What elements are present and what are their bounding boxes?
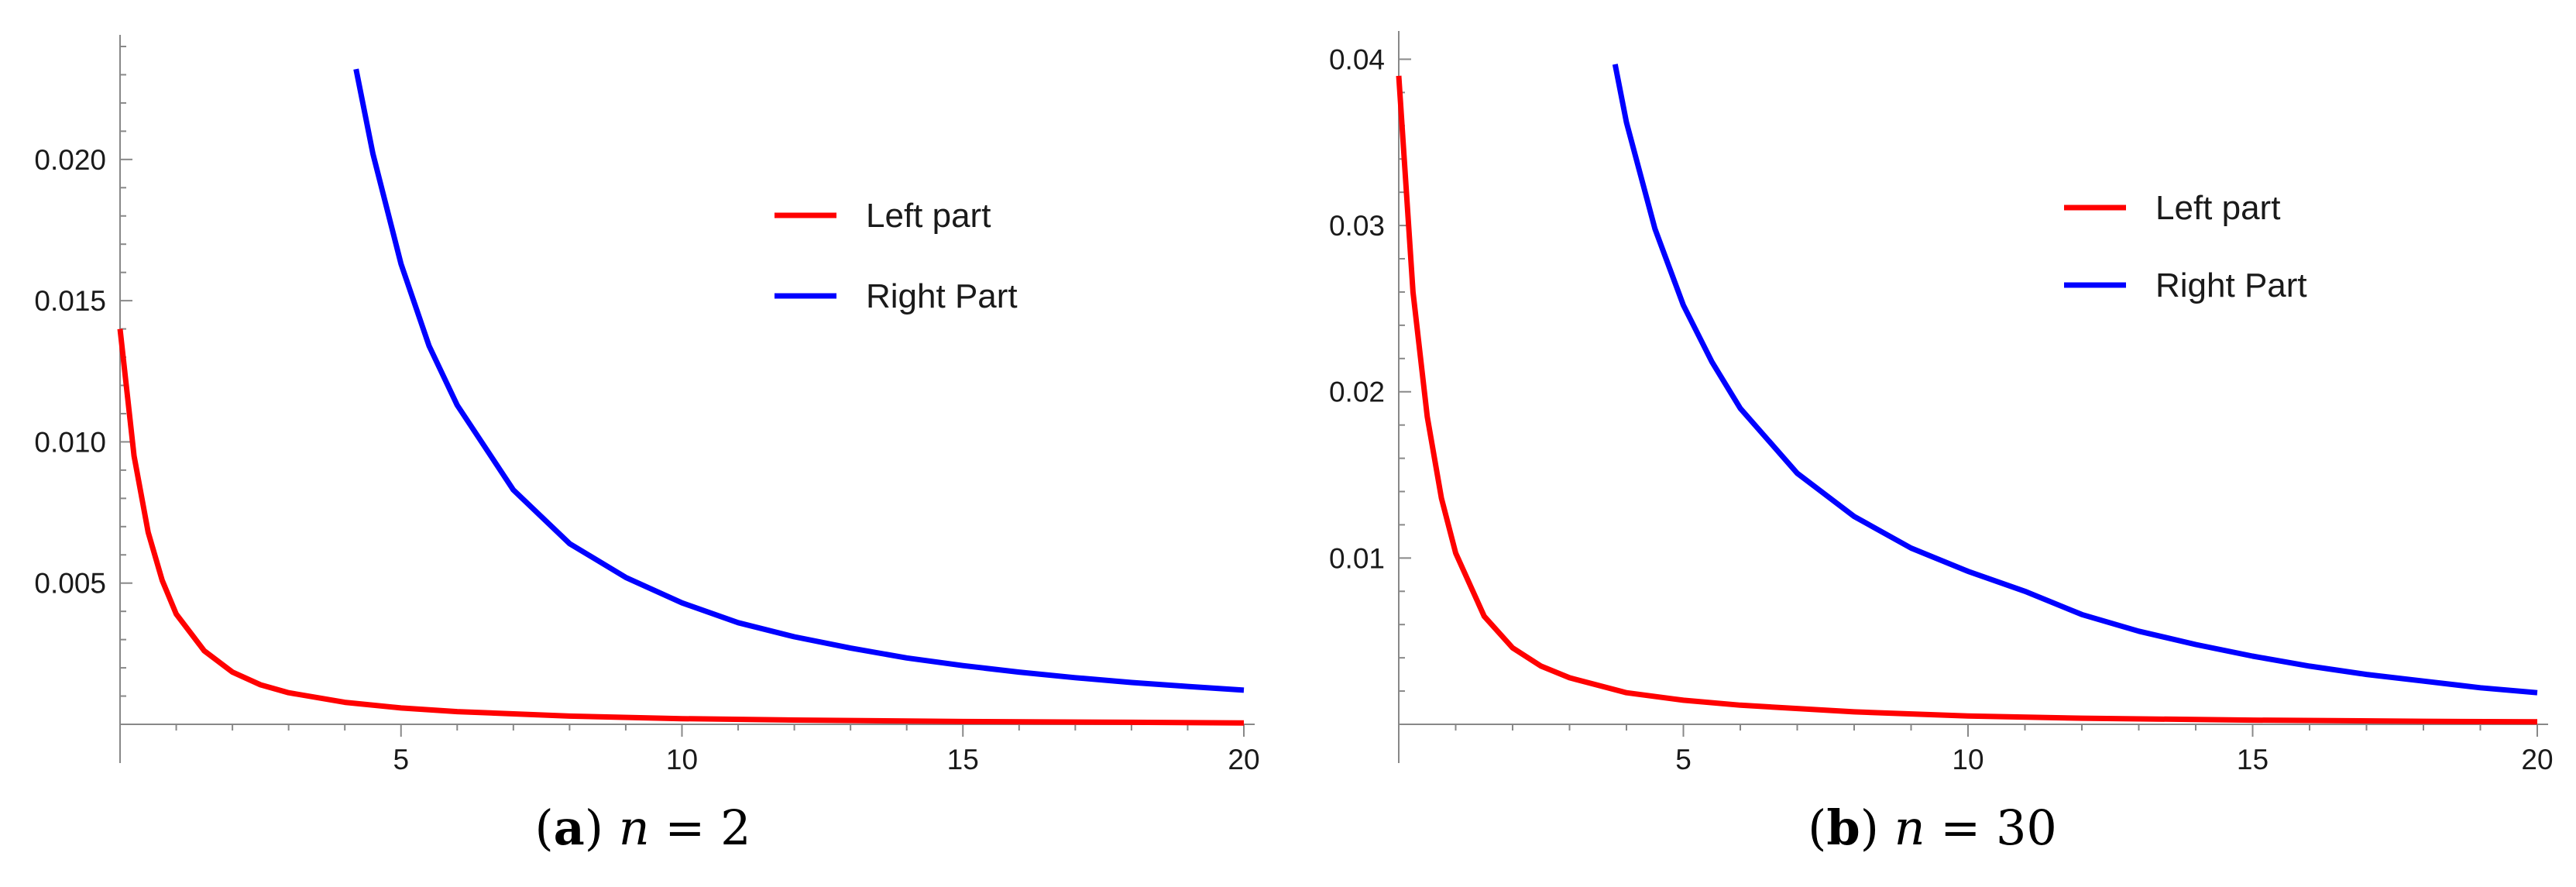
y-tick-label: 0.03 — [1329, 210, 1385, 242]
x-tick-label: 15 — [2237, 744, 2269, 775]
caption-variable: n — [619, 799, 650, 856]
x-tick-label: 10 — [666, 744, 698, 775]
series-line-left-part — [1396, 75, 2538, 725]
caption-tag-close: ) — [585, 799, 619, 856]
series-line-left-part — [117, 328, 1245, 726]
subfigure-caption: (b) n = 30 — [1808, 799, 2057, 856]
y-tick-label: 0.010 — [34, 426, 106, 458]
caption-relation: = — [1925, 799, 1996, 856]
y-tick-label: 0.015 — [34, 285, 106, 317]
y-tick-label: 0.02 — [1329, 376, 1385, 408]
legend-label: Right Part — [866, 277, 1018, 315]
caption-tag: ( — [1808, 799, 1826, 856]
caption-variable: n — [1894, 799, 1925, 856]
y-tick-label: 0.04 — [1329, 43, 1385, 75]
chart-panel-b: 5 10 15 20 0.01 0.02 0.03 0.04 Left part Right Pa… — [1329, 31, 2554, 856]
x-tick-label: 20 — [2521, 744, 2553, 775]
caption-relation: = — [650, 799, 720, 856]
y-tick-label: 0.01 — [1329, 542, 1385, 574]
legend-label: Left part — [2155, 189, 2280, 227]
x-tick-label: 20 — [1228, 744, 1259, 775]
caption-tag: ( — [534, 799, 553, 856]
caption-value: 2 — [720, 799, 750, 856]
x-tick-label: 15 — [947, 744, 979, 775]
caption-value: 30 — [1996, 799, 2057, 856]
series-line-right-part — [1612, 64, 2538, 696]
caption-tag-close: ) — [1860, 799, 1894, 856]
y-tick-label: 0.020 — [34, 144, 106, 176]
subfigure-caption: (a) n = 2 — [534, 799, 750, 856]
x-tick-label: 10 — [1952, 744, 1984, 775]
caption-letter: b — [1826, 799, 1860, 856]
x-tick-label: 5 — [1675, 744, 1692, 775]
caption-letter: a — [554, 799, 585, 856]
x-tick-label: 5 — [393, 744, 409, 775]
chart-panel-a: 5 10 15 20 0.005 0.010 0.015 0.020 Left part Righ… — [34, 35, 1260, 856]
series-line-right-part — [353, 68, 1245, 693]
legend-label: Left part — [866, 197, 991, 235]
y-tick-label: 0.005 — [34, 568, 106, 600]
legend-label: Right Part — [2155, 266, 2307, 304]
